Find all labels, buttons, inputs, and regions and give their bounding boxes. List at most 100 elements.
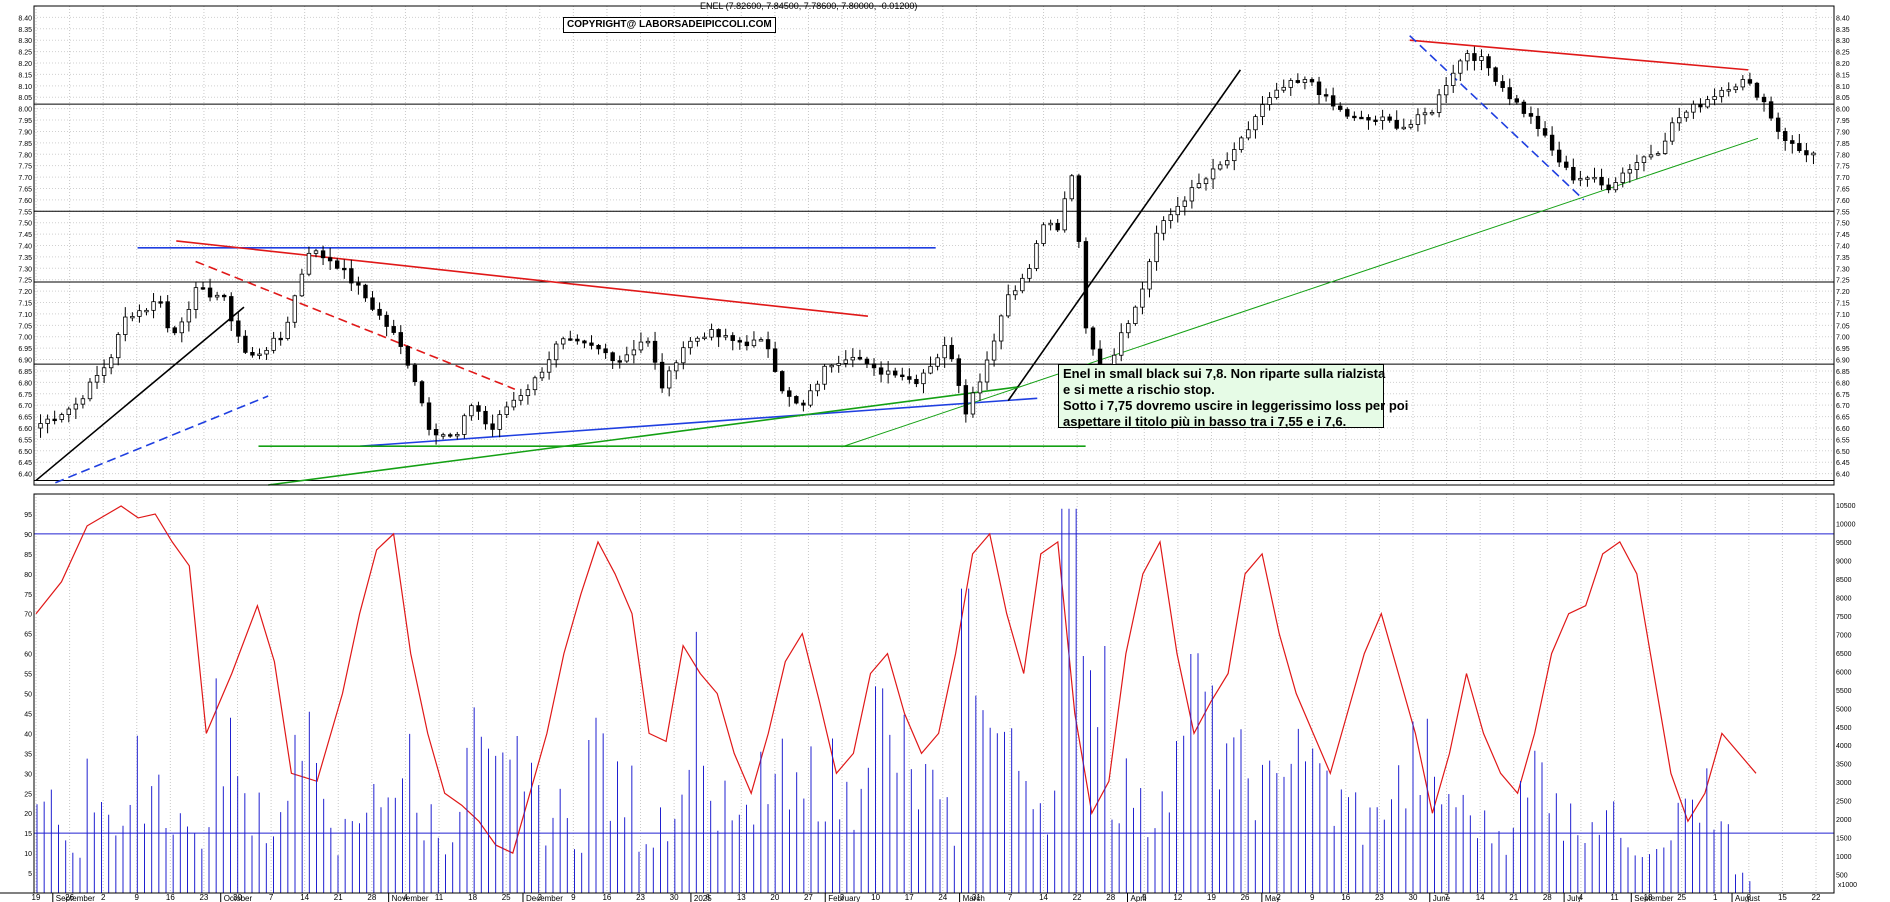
price-y-tick-label-left: 6.50: [18, 449, 32, 456]
price-y-tick-label-right: 7.55: [1836, 209, 1850, 216]
oscillator-y-tick-label: 65: [24, 632, 32, 639]
volume-y-tick-label: 6500: [1836, 651, 1852, 658]
candle-body: [1373, 119, 1378, 122]
price-y-tick-label-left: 6.40: [18, 472, 32, 479]
oscillator-y-tick-label: 45: [24, 711, 32, 718]
candle-body: [38, 423, 43, 429]
price-y-tick-label-left: 8.35: [18, 27, 32, 34]
price-y-tick-label-right: 6.90: [1836, 358, 1850, 365]
price-y-tick-label-right: 6.50: [1836, 449, 1850, 456]
price-y-tick-label-right: 6.75: [1836, 392, 1850, 399]
candle-body: [1387, 116, 1392, 121]
candle-body: [1366, 117, 1371, 121]
x-day-tick-label: 2: [101, 893, 106, 902]
candle-body: [758, 339, 764, 342]
x-day-tick-label: 25: [502, 893, 511, 902]
candle-body: [666, 370, 672, 389]
x-month-tick-label: April: [1131, 894, 1147, 902]
x-day-tick-label: 7: [1008, 893, 1013, 902]
candle-body: [1556, 149, 1562, 163]
grid-lines: [34, 6, 1834, 893]
price-y-tick-label-left: 6.70: [18, 403, 32, 410]
candle-body: [829, 364, 834, 368]
candle-body: [850, 356, 856, 361]
candle-body: [1797, 143, 1802, 152]
candle-body: [751, 339, 757, 347]
candle-body: [984, 359, 990, 383]
oscillator-y-tick-label: 5: [28, 871, 32, 878]
candle-body: [1436, 94, 1442, 113]
candle-body: [864, 358, 870, 365]
x-day-tick-label: 25: [1677, 893, 1686, 902]
oscillator-y-tick-label: 50: [24, 692, 32, 699]
volume-y-tick-label: 3500: [1836, 762, 1852, 769]
candle-body: [377, 308, 382, 316]
candle-body: [695, 337, 700, 342]
candle-body: [1747, 79, 1753, 84]
price-y-tick-label-right: 7.50: [1836, 221, 1850, 228]
candle-body: [1783, 131, 1788, 141]
price-y-tick-label-left: 6.90: [18, 358, 32, 365]
price-y-tick-label-right: 6.55: [1836, 437, 1850, 444]
candle-body: [342, 267, 347, 271]
x-day-tick-label: 6: [705, 893, 710, 902]
candle-body: [744, 341, 750, 347]
note-line: e si mette a rischio stop.: [1063, 382, 1215, 397]
candle-body: [688, 340, 693, 349]
candle-body: [1465, 53, 1470, 62]
candle-body: [765, 339, 771, 350]
candle-body: [285, 321, 290, 339]
oscillator-y-tick-label: 80: [24, 572, 32, 579]
candle-body: [779, 371, 785, 392]
x-day-tick-label: 9: [571, 893, 576, 902]
candle-body: [1669, 122, 1675, 142]
oscillator-y-tick-label: 75: [24, 592, 32, 599]
price-y-tick-label-right: 7.65: [1836, 186, 1850, 193]
candle-body: [1013, 290, 1018, 296]
x-day-tick-label: 23: [1375, 893, 1384, 902]
price-y-tick-label-right: 8.10: [1836, 84, 1850, 91]
candle-body: [1613, 182, 1618, 191]
candle-body: [885, 370, 891, 375]
x-day-tick-label: 7: [1444, 893, 1449, 902]
candle-body: [137, 310, 142, 317]
price-y-tick-label-left: 7.70: [18, 175, 32, 182]
volume-y-tick-label: 6000: [1836, 669, 1852, 676]
price-y-tick-label-right: 7.25: [1836, 278, 1850, 285]
price-y-tick-label-left: 6.45: [18, 460, 32, 467]
candle-body: [349, 268, 354, 284]
price-y-tick-label-right: 8.40: [1836, 15, 1850, 22]
candle-body: [243, 335, 248, 353]
x-day-tick-label: 30: [1409, 893, 1418, 902]
volume-y-tick-label: 1500: [1836, 836, 1852, 843]
candle-body: [1161, 220, 1166, 234]
candle-body: [476, 405, 481, 412]
candle-body: [1677, 117, 1682, 124]
price-y-tick-label-left: 7.30: [18, 266, 32, 273]
candle-body: [1302, 79, 1308, 83]
candle-body: [320, 250, 326, 259]
candle-body: [546, 359, 552, 373]
candle-body: [589, 342, 594, 346]
candle-body: [1811, 152, 1816, 156]
candle-body: [1655, 153, 1661, 156]
candle-body: [1528, 113, 1534, 117]
oscillator-y-tick-label: 30: [24, 771, 32, 778]
volume-y-tick-label: 500: [1836, 873, 1848, 880]
candle-body: [1147, 261, 1152, 290]
x-day-tick-label: 16: [602, 893, 611, 902]
price-y-tick-label-left: 6.55: [18, 437, 32, 444]
candle-body: [306, 252, 312, 275]
candle-body: [998, 315, 1004, 342]
candle-body: [101, 367, 107, 376]
x-month-tick-label: June: [1433, 894, 1451, 902]
price-y-tick-label-right: 7.80: [1836, 152, 1850, 159]
oscillator-y-tick-label: 55: [24, 672, 32, 679]
price-y-tick-label-right: 7.30: [1836, 266, 1850, 273]
x-month-tick-label: October: [224, 894, 253, 902]
candle-body: [1648, 154, 1654, 158]
price-y-tick-label-left: 7.50: [18, 221, 32, 228]
price-y-tick-label-left: 7.25: [18, 278, 32, 285]
candle-body: [455, 434, 460, 437]
candle-body: [490, 423, 495, 430]
